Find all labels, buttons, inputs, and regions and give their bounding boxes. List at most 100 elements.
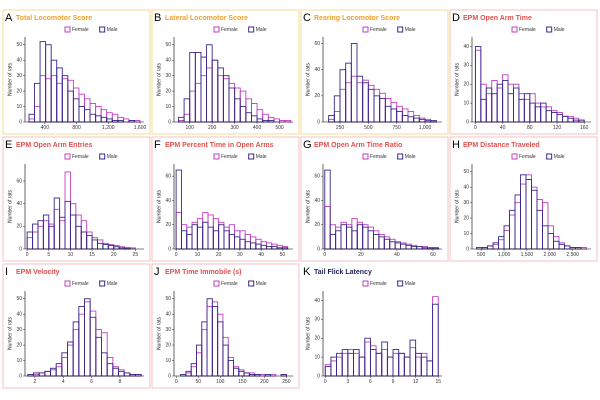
histogram-bar: [117, 116, 124, 123]
y-axis-label: Number of rats: [7, 316, 13, 350]
histogram-bar: [432, 303, 439, 377]
histogram-bar: [207, 226, 214, 250]
histogram-bar: [106, 112, 113, 123]
histogram-bar: [69, 214, 77, 250]
histogram-bar: [556, 112, 563, 123]
y-tick-label: 0: [168, 246, 171, 252]
histogram-bar: [556, 113, 563, 123]
histogram-bar: [211, 59, 219, 123]
y-axis-label: Number of rats: [454, 189, 460, 223]
histogram-bar: [485, 93, 493, 123]
histogram-bar: [523, 93, 531, 123]
histogram-bar: [185, 370, 192, 377]
histogram-bar: [409, 339, 417, 377]
histogram-bar: [492, 243, 499, 250]
histogram-bar: [251, 115, 258, 123]
y-tick-label: 10: [16, 358, 22, 364]
histogram-bar: [212, 218, 220, 250]
histogram-bar: [123, 372, 131, 377]
histogram-bar: [48, 225, 55, 250]
panel-border: [2, 136, 151, 262]
histogram-bar: [525, 179, 532, 250]
x-tick-label: 1,000: [498, 252, 511, 258]
histogram-bar: [340, 224, 347, 250]
y-tick-label: 20: [16, 342, 22, 348]
histogram-bar: [418, 117, 426, 123]
legend-swatch: [99, 26, 106, 33]
histogram-bar: [190, 366, 197, 377]
legend-label: Female: [221, 154, 238, 160]
panel-letter: C: [303, 12, 311, 24]
y-tick-label: 40: [16, 312, 22, 318]
x-tick-label: 20: [111, 252, 117, 258]
histogram-bar: [353, 352, 360, 377]
panel-border: [2, 9, 151, 135]
x-tick-label: 120: [553, 125, 562, 131]
y-tick-label: 40: [165, 58, 171, 64]
histogram-bar: [390, 101, 398, 123]
histogram-bar: [86, 231, 93, 250]
legend-swatch: [213, 280, 220, 287]
histogram-bar: [102, 244, 109, 250]
histogram-bar: [206, 306, 213, 377]
legend-swatch: [248, 153, 255, 160]
histogram-bar: [222, 78, 230, 123]
histogram-bar: [107, 245, 115, 250]
histogram-bar: [72, 98, 80, 123]
histogram-bar: [50, 59, 58, 123]
x-tick-label: 0: [26, 252, 29, 258]
x-tick-label: 10: [68, 252, 74, 258]
y-axis-label: Number of rats: [156, 316, 162, 350]
histogram-bar: [536, 199, 543, 250]
histogram-bar: [340, 221, 347, 250]
x-tick-label: 150: [238, 379, 247, 385]
x-tick-label: 25: [133, 252, 139, 258]
histogram-bar: [78, 106, 85, 123]
histogram-bar: [558, 243, 565, 250]
histogram-bar: [345, 224, 353, 250]
histogram-bar: [101, 352, 108, 377]
y-tick-label: 20: [463, 82, 469, 88]
histogram-bar: [112, 367, 119, 377]
histogram-bar: [373, 233, 380, 250]
y-tick-label: 10: [463, 231, 469, 237]
x-tick-label: 40: [394, 252, 400, 258]
histogram-bar: [531, 186, 538, 250]
x-tick-label: 0: [324, 379, 327, 385]
y-tick-label: 50: [165, 42, 171, 48]
histogram-bar: [367, 88, 375, 123]
histogram-bar: [392, 352, 400, 377]
x-tick-label: 800: [72, 125, 81, 131]
histogram-bar: [64, 171, 71, 250]
y-tick-label: 40: [16, 201, 22, 207]
y-tick-label: 0: [317, 119, 320, 125]
histogram-bar: [509, 214, 516, 250]
histogram-bar: [84, 98, 91, 123]
histogram-bar: [367, 230, 374, 250]
y-tick-label: 50: [165, 296, 171, 302]
histogram-bar: [356, 221, 364, 250]
panel: G EPM Open Arm Time Ratio Female Male Number…: [300, 136, 449, 262]
x-tick-label: 2: [34, 379, 37, 385]
histogram-bar: [34, 106, 41, 123]
histogram-bar: [418, 118, 426, 123]
histogram-bar: [95, 115, 102, 123]
legend-swatch: [362, 26, 369, 33]
legend-swatch: [511, 26, 518, 33]
histogram-bar: [202, 221, 209, 250]
histogram-bar: [190, 363, 197, 377]
y-tick-label: 30: [463, 63, 469, 69]
histogram-bar: [324, 169, 331, 250]
histogram-bar: [364, 337, 371, 377]
legend-swatch: [99, 153, 106, 160]
histogram-bar: [206, 44, 213, 123]
y-tick-label: 30: [463, 200, 469, 206]
y-axis-label: Number of rats: [7, 62, 13, 96]
histogram-bar: [265, 242, 273, 250]
histogram-bar: [227, 360, 234, 377]
x-tick-label: 1,500: [521, 252, 534, 258]
histogram-bar: [211, 59, 219, 123]
histogram-bar: [553, 240, 560, 250]
histogram-bar: [38, 372, 46, 377]
x-tick-label: 400: [41, 125, 50, 131]
